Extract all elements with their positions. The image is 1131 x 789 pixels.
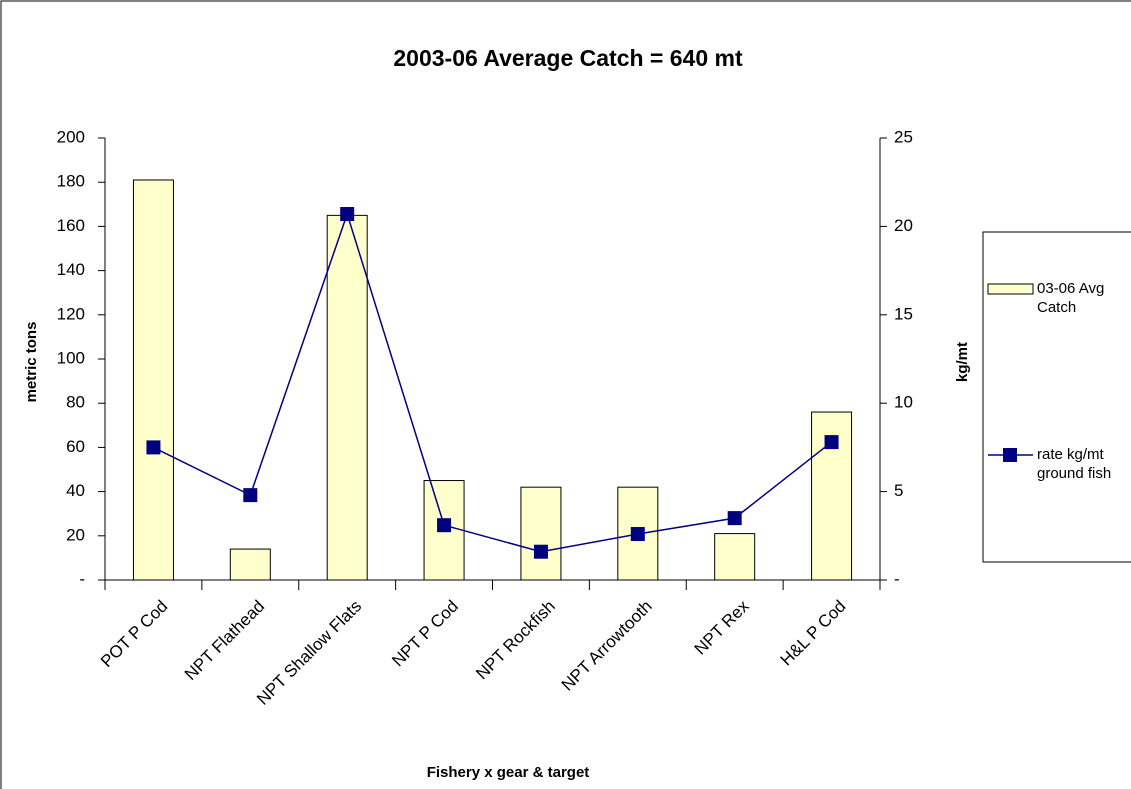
y2-tick-label: 5: [894, 481, 903, 500]
x-tick-label: H&L P Cod: [777, 597, 850, 670]
line: [153, 211, 833, 553]
x-tick-label: POT P Cod: [97, 597, 171, 671]
line-marker: [437, 518, 452, 533]
line-marker: [630, 527, 645, 542]
y-tick-label: 160: [57, 216, 85, 235]
legend-label: 03-06 Avg Catch: [1037, 280, 1105, 316]
line-marker: [340, 207, 355, 222]
bar: [132, 179, 174, 581]
y2-tick-label: 20: [894, 216, 913, 235]
x-tick-label: NPT Rockfish: [472, 597, 559, 684]
line-marker: [824, 435, 839, 450]
legend-label: rate kg/mt ground fish: [1037, 446, 1112, 482]
bar: [520, 486, 562, 581]
y-tick-label: 80: [66, 393, 85, 412]
x-tick-label: NPT Arrowtooth: [558, 597, 656, 695]
x-axis-label: Fishery x gear & target: [427, 764, 590, 781]
bar: [714, 533, 756, 581]
x-tick-label: NPT Rex: [691, 596, 753, 658]
y-tick-label: 200: [57, 127, 85, 146]
y-tick-label: -: [79, 569, 85, 588]
line-marker: [727, 511, 742, 526]
y2-tick-label: -: [894, 569, 900, 588]
bar: [326, 214, 368, 581]
x-tick-label: NPT P Cod: [388, 597, 462, 671]
legend-swatch: [987, 283, 1034, 295]
x-tick-label: NPT Shallow Flats: [253, 597, 365, 709]
line-marker: [146, 440, 161, 455]
y-tick-label: 140: [57, 260, 85, 279]
y-tick-label: 20: [66, 525, 85, 544]
y2-tick-label: 10: [894, 393, 913, 412]
x-tick-label: NPT Flathead: [181, 597, 268, 684]
legend-marker: [1003, 448, 1017, 462]
y-axis-label: metric tons: [23, 322, 40, 403]
y-tick-label: 60: [66, 437, 85, 456]
line-marker: [533, 544, 548, 559]
bar: [229, 548, 271, 581]
chart-title: 2003-06 Average Catch = 640 mt: [393, 45, 743, 71]
y-tick-label: 100: [57, 348, 85, 367]
y-tick-label: 120: [57, 304, 85, 323]
line-marker: [243, 488, 258, 503]
y2-axis-label: kg/mt: [954, 342, 971, 382]
y2-tick-label: 15: [894, 304, 913, 323]
y-tick-label: 180: [57, 172, 85, 191]
y2-tick-label: 25: [894, 127, 913, 146]
y-tick-label: 40: [66, 481, 85, 500]
